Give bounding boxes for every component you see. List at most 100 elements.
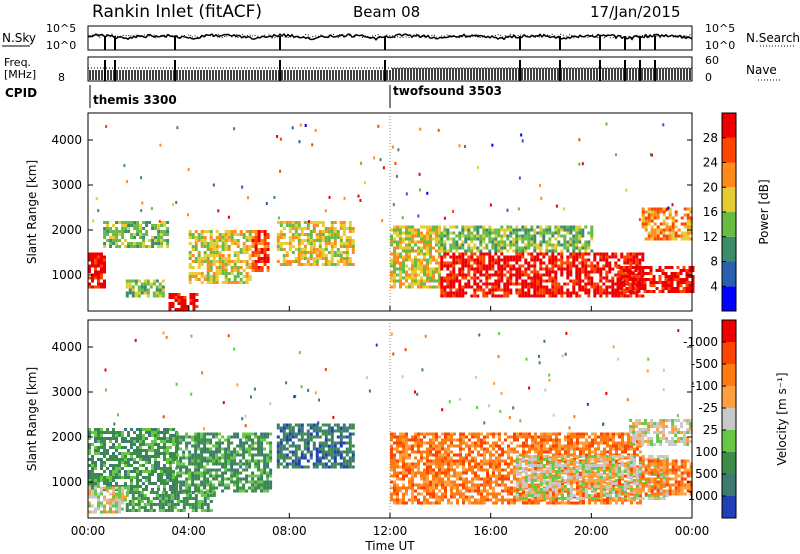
- data-cell: [188, 459, 192, 463]
- data-cell: [668, 213, 672, 217]
- data-cell: [596, 285, 600, 289]
- data-cell: [557, 288, 561, 292]
- data-cell: [127, 434, 130, 437]
- data-cell: [468, 459, 471, 463]
- data-cell: [187, 213, 190, 217]
- data-cell: [282, 447, 286, 451]
- data-cell: [194, 278, 198, 281]
- data-cell: [498, 468, 501, 472]
- data-cell: [420, 438, 423, 442]
- data-cell: [161, 491, 165, 494]
- data-cell: [124, 476, 127, 479]
- station-title: Rankin Inlet (fitACF): [92, 2, 262, 22]
- data-cell: [471, 483, 474, 487]
- data-cell: [206, 497, 210, 500]
- data-cell: [257, 477, 261, 481]
- data-cell: [623, 255, 627, 259]
- data-cell: [665, 228, 669, 232]
- data-cell: [206, 266, 210, 269]
- data-cell: [515, 228, 519, 232]
- data-cell: [351, 423, 355, 427]
- data-cell: [91, 255, 94, 259]
- data-cell: [662, 219, 666, 223]
- data-cell: [599, 285, 603, 289]
- data-cell: [160, 452, 163, 455]
- data-cell: [411, 450, 414, 454]
- data-cell: [685, 287, 689, 290]
- data-cell: [438, 465, 441, 469]
- data-cell: [221, 447, 225, 451]
- data-cell: [103, 285, 106, 289]
- data-cell: [488, 288, 492, 292]
- data-cell: [103, 470, 106, 473]
- data-cell: [494, 231, 498, 235]
- data-cell: [640, 284, 644, 287]
- data-cell: [140, 288, 144, 292]
- data-cell: [536, 276, 540, 280]
- data-cell: [631, 272, 635, 275]
- data-cell: [279, 450, 283, 454]
- data-cell: [171, 296, 175, 299]
- data-cell: [625, 188, 628, 192]
- data-cell: [257, 474, 261, 478]
- data-cell: [515, 291, 519, 295]
- data-cell: [345, 459, 349, 463]
- data-cell: [163, 428, 166, 431]
- data-cell: [399, 231, 402, 235]
- data-cell: [333, 444, 337, 448]
- data-cell: [257, 486, 261, 490]
- data-cell: [417, 435, 420, 439]
- data-cell: [435, 225, 438, 229]
- data-cell: [509, 234, 513, 238]
- data-cell: [426, 252, 429, 256]
- data-cell: [263, 435, 267, 439]
- data-cell: [309, 242, 313, 245]
- data-cell: [218, 441, 222, 445]
- data-cell: [450, 432, 453, 436]
- data-cell: [614, 273, 618, 277]
- data-cell: [194, 494, 198, 497]
- data-cell: [142, 437, 145, 440]
- data-cell: [393, 252, 396, 256]
- data-cell: [109, 236, 113, 239]
- data-cell: [533, 276, 537, 280]
- data-cell: [324, 456, 328, 460]
- data-cell: [578, 279, 582, 283]
- data-cell: [276, 236, 280, 239]
- data-cell: [405, 465, 408, 469]
- data-cell: [315, 257, 319, 260]
- data-cell: [455, 246, 459, 250]
- data-cell: [177, 293, 181, 296]
- data-cell: [118, 495, 121, 499]
- data-cell: [282, 432, 286, 436]
- data-cell: [676, 284, 680, 287]
- data-cell: [482, 228, 486, 232]
- data-cell: [130, 440, 133, 443]
- data-cell: [593, 285, 597, 289]
- data-cell: [417, 252, 420, 256]
- data-cell: [554, 261, 558, 265]
- data-cell: [236, 245, 240, 248]
- data-cell: [327, 227, 331, 230]
- cpid-segment-2: twofsound 3503: [393, 84, 502, 98]
- data-cell: [429, 441, 432, 445]
- data-cell: [500, 294, 504, 298]
- data-cell: [542, 279, 546, 283]
- data-cell: [348, 447, 352, 451]
- data-cell: [227, 230, 231, 233]
- data-cell: [200, 494, 204, 497]
- data-cell: [542, 252, 546, 256]
- data-cell: [443, 246, 447, 250]
- data-cell: [423, 441, 426, 445]
- data-cell: [393, 267, 396, 271]
- data-cell: [197, 432, 201, 436]
- data-cell: [581, 228, 585, 232]
- data-cell: [432, 471, 435, 475]
- data-cell: [515, 255, 519, 259]
- data-cell: [282, 257, 286, 260]
- data-cell: [446, 273, 450, 277]
- data-cell: [218, 459, 222, 463]
- data-cell: [578, 231, 582, 235]
- data-cell: [628, 275, 632, 278]
- data-cell: [155, 279, 159, 283]
